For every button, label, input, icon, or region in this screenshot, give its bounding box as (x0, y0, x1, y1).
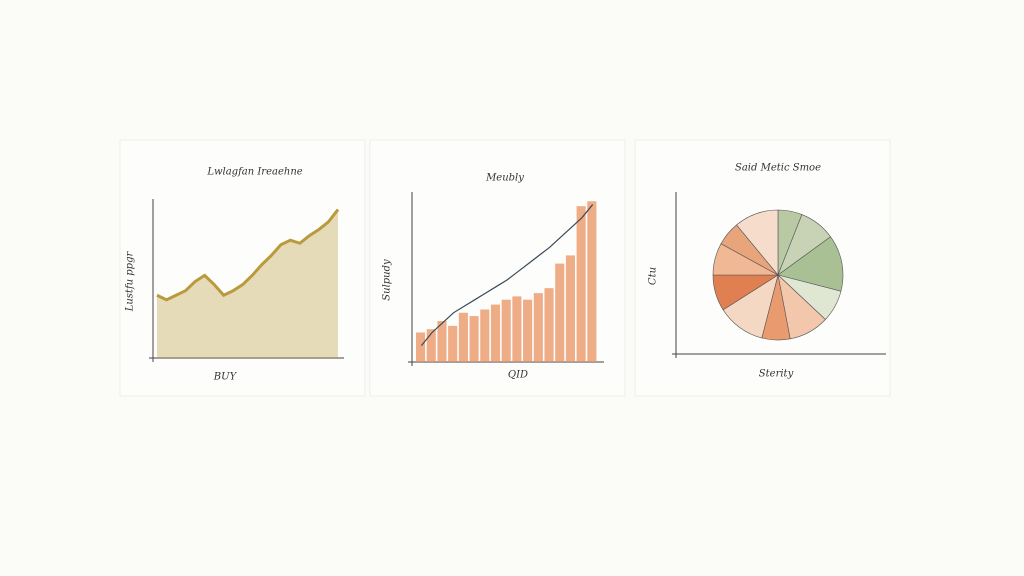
bar (555, 263, 565, 362)
bar (523, 299, 533, 362)
bar (426, 329, 436, 362)
x-axis-label: Sterity (759, 369, 794, 380)
bar (437, 321, 447, 362)
bar (448, 325, 458, 362)
y-axis-label: Ctu (648, 267, 659, 285)
bar (469, 316, 479, 362)
x-axis-label: BUY (213, 372, 238, 383)
x-axis-label: QID (508, 370, 528, 381)
y-axis-label: Sulpudy (382, 259, 393, 301)
bar (501, 299, 511, 362)
trend-line (420, 204, 594, 346)
chart-title: Meubly (485, 173, 524, 184)
y-axis-label: Lustfu ppgr (125, 251, 136, 313)
bar (490, 304, 501, 362)
bar (416, 332, 426, 362)
bar (512, 296, 522, 362)
area-line (156, 208, 340, 302)
bar (533, 293, 543, 362)
pie-slice (777, 236, 844, 292)
bar (544, 288, 554, 362)
area (157, 209, 338, 358)
chart-title: Lwlagfan Ireaehne (206, 167, 302, 178)
panel (119, 139, 366, 397)
bar (480, 309, 490, 362)
chart-title: Said Metic Smoe (735, 163, 821, 174)
pie-slice (736, 209, 779, 276)
bar (587, 201, 597, 362)
bar (458, 312, 468, 362)
bar (576, 206, 586, 362)
bar (565, 255, 575, 362)
